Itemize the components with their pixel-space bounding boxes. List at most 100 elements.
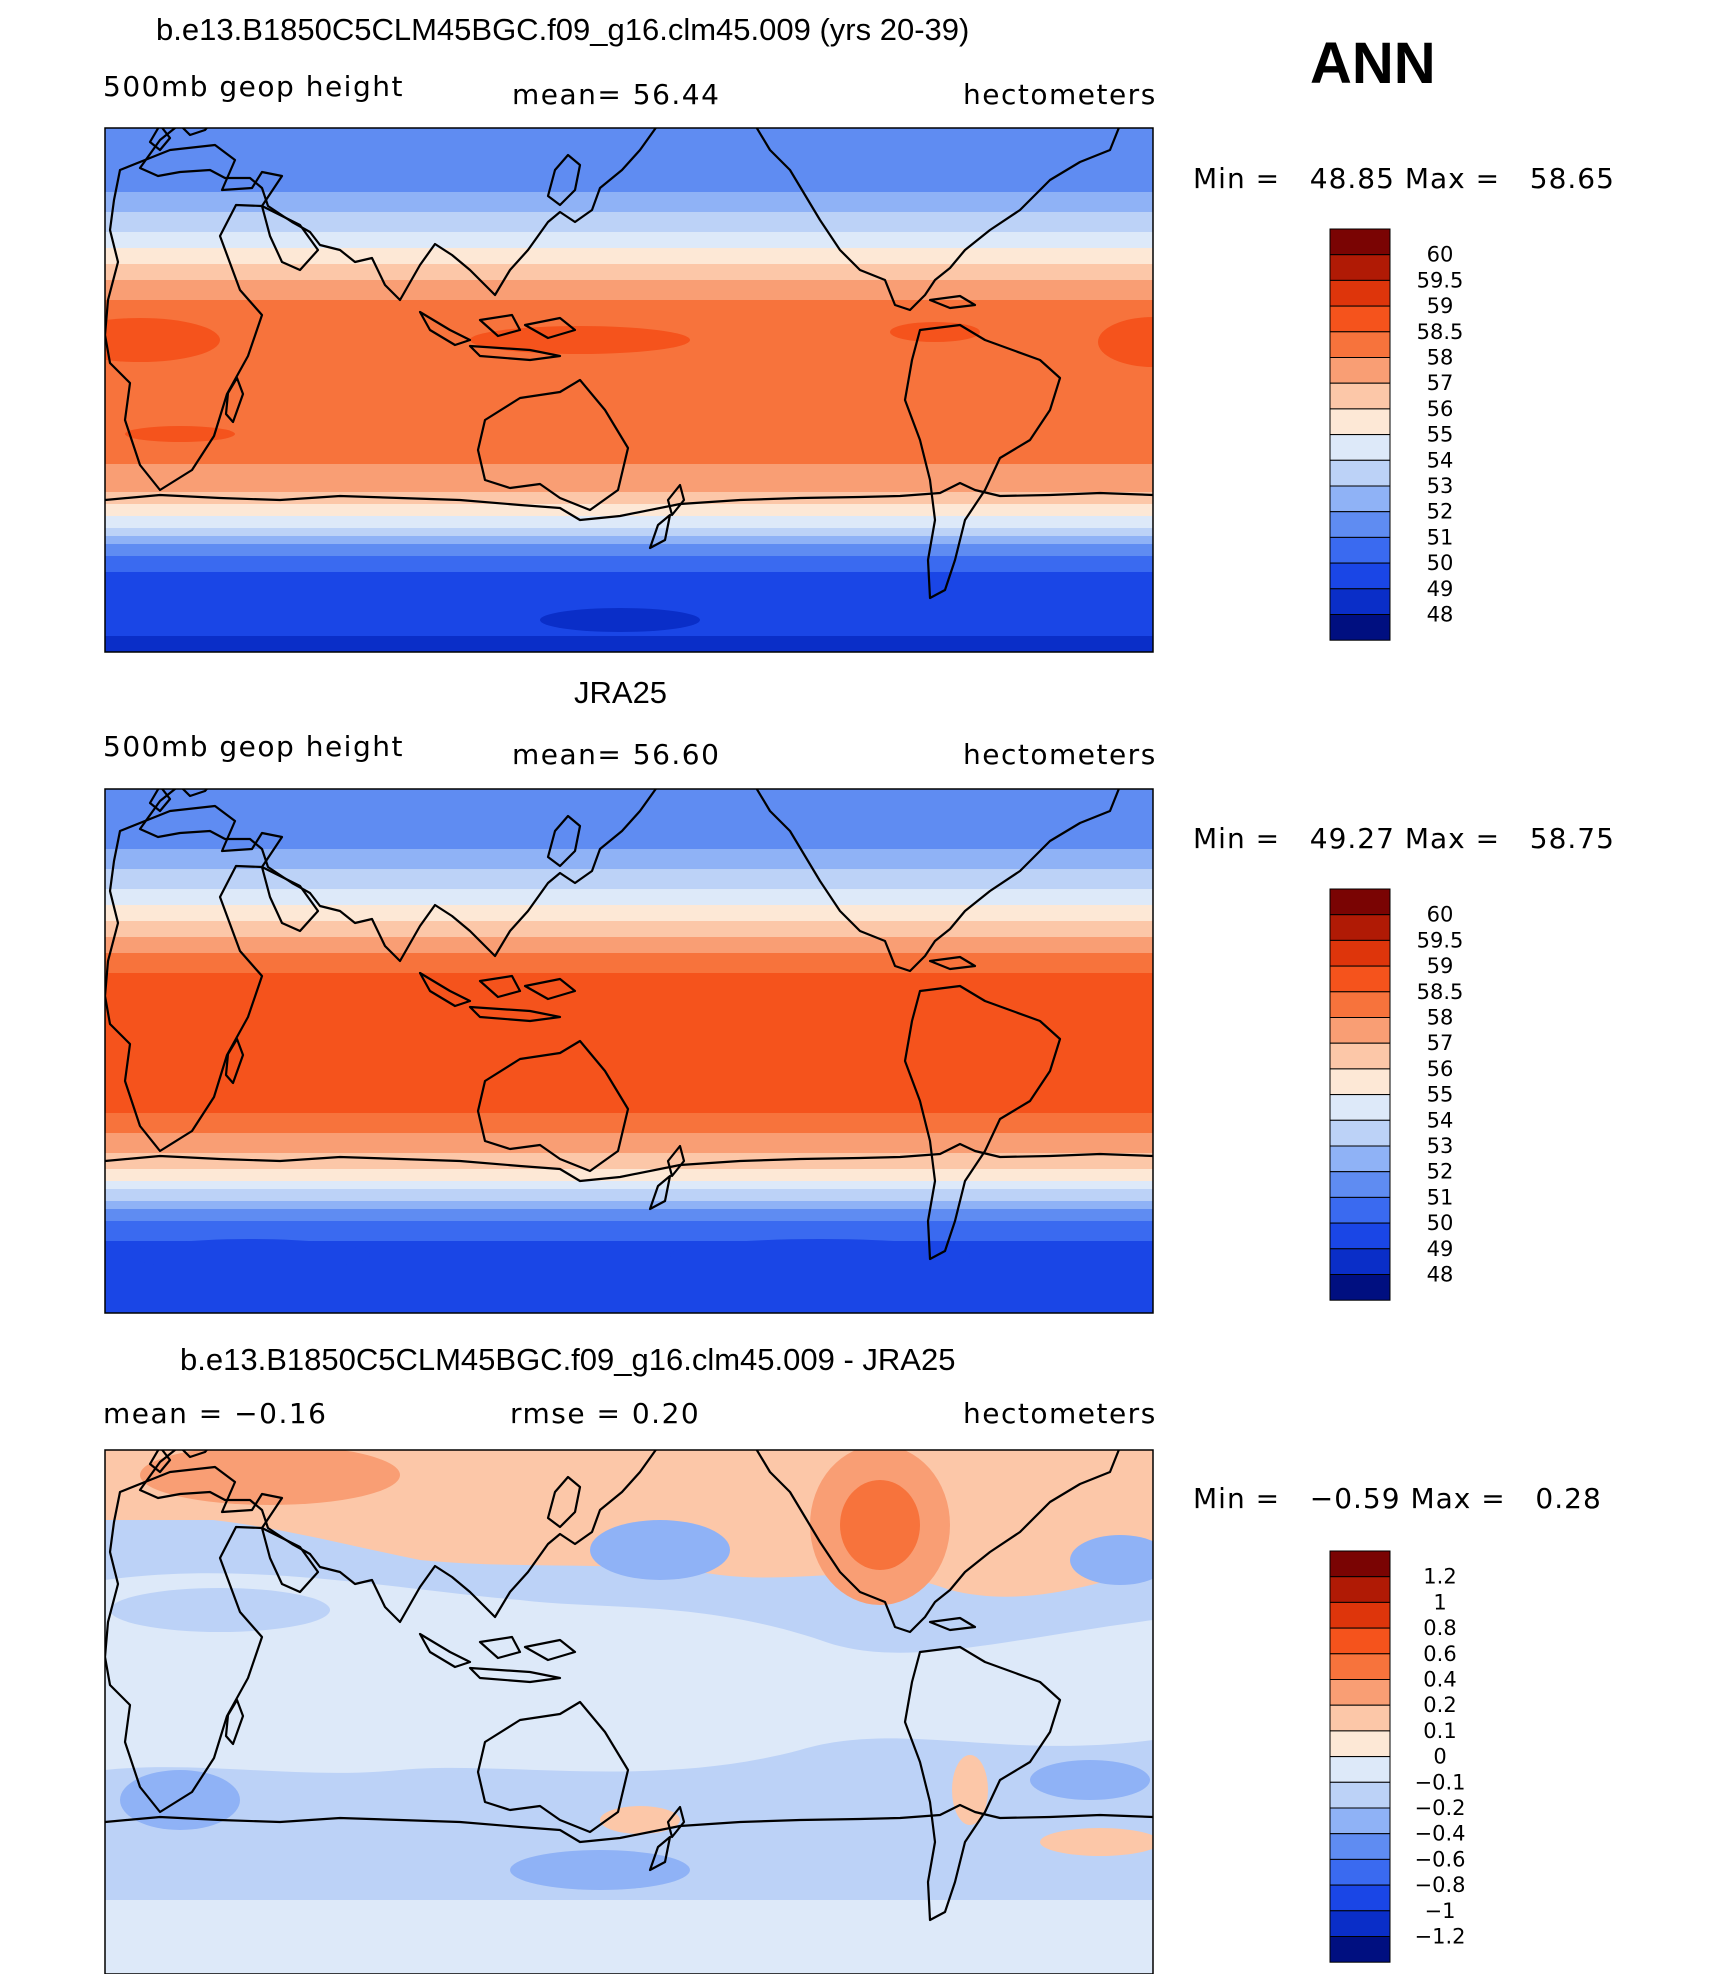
colorbar-swatch [1329,279,1391,307]
panel3-title: b.e13.B1850C5CLM45BGC.f09_g16.clm45.009 … [180,1342,956,1377]
colorbar-swatch [1329,1248,1391,1276]
contour-band [105,396,1153,402]
contour-band [105,1001,1153,1007]
contour-band [105,829,1153,835]
colorbar-swatch [1329,1910,1391,1938]
contour-band [105,1093,1153,1099]
contour-band [105,536,1153,542]
panel2-units: hectometers [963,738,1157,771]
contour-band [105,1169,1153,1175]
contour-band [105,1201,1153,1207]
contour-cell [540,608,700,632]
contour-band [105,256,1153,262]
contour-band [105,1217,1153,1223]
colorbar-tick-label: 60 [1427,243,1454,267]
contour-band [105,873,1153,879]
contour-band [105,1037,1153,1043]
contour-band [105,1205,1153,1211]
contour-band [105,244,1153,250]
colorbar-tick-label: 48 [1427,603,1454,627]
contour-band [105,1137,1153,1143]
contour-band [105,817,1153,823]
contour-band [105,176,1153,182]
contour-band [105,941,1153,947]
panel2-variable: 500mb geop height [103,730,404,763]
min-value: 48.85 [1309,162,1395,195]
contour-band [105,284,1153,290]
colorbar-tick-label: 59 [1427,954,1454,978]
min-label: Min = [1193,1482,1281,1515]
contour-band [105,957,1153,963]
contour-band [105,1161,1153,1167]
contour-band [105,192,1153,198]
contour-band [105,981,1153,987]
contour-band [105,1197,1153,1203]
contour-band [105,809,1153,815]
contour-band [105,376,1153,382]
contour-band [105,220,1153,226]
contour-cell [670,1239,970,1271]
panel3-mean: mean = −0.16 [103,1397,328,1430]
contour-band [105,368,1153,374]
contour-band [105,1273,1153,1279]
contour-band [105,1157,1153,1163]
contour-band [105,212,1153,218]
colorbar-tick-label: 58 [1427,346,1454,370]
colorbar-tick-label: 59.5 [1417,268,1464,292]
contour-band [105,472,1153,478]
colorbar-swatch [1329,434,1391,461]
contour-cell [470,326,690,354]
contour-band [105,1125,1153,1131]
contour-band [105,805,1153,811]
colorbar-swatch [1329,485,1391,513]
contour-band [105,456,1153,462]
contour-band [105,1105,1153,1111]
contour-band [105,188,1153,194]
contour-band [105,913,1153,919]
contour-band [105,897,1153,903]
contour-band [105,973,1153,979]
contour-cell [110,1588,330,1632]
contour-band [105,789,1153,795]
contour-band [105,224,1153,230]
contour-band [105,1281,1153,1287]
contour-band [105,857,1153,863]
contour-cell [1040,1828,1153,1856]
colorbar-swatch [1329,1274,1391,1301]
contour-band [105,532,1153,538]
contour-band [105,560,1153,566]
contour-band [105,352,1153,358]
contour-band [105,324,1153,330]
contour-band [105,268,1153,274]
contour-band [105,937,1153,943]
contour-band [105,989,1153,995]
contour-band [105,1265,1153,1271]
colorbar-tick-label: 1 [1433,1590,1446,1614]
contour-band [105,1049,1153,1055]
contour-cell [840,1480,920,1570]
min-label: Min = [1193,162,1281,195]
contour-band [105,520,1153,526]
colorbar-swatch [1329,357,1391,384]
contour-band [105,841,1153,847]
contour-band [105,1005,1153,1011]
contour-band [105,1117,1153,1123]
contour-band [105,1177,1153,1183]
colorbar-swatch [1329,228,1391,256]
colorbar-swatch [1329,1730,1391,1758]
map-panel-3 [105,1450,1153,1974]
contour-band [105,204,1153,210]
contour-band [105,1193,1153,1199]
contour-band [105,576,1153,582]
colorbar-swatch [1329,965,1391,993]
contour-band [105,849,1153,855]
colorbar-swatch [1329,1576,1391,1603]
contour-band [105,1061,1153,1067]
contour-band [105,1145,1153,1151]
panel1-variable: 500mb geop height [103,70,404,103]
colorbar-tick-label: 0.8 [1423,1616,1456,1640]
contour-band [105,524,1153,530]
contour-band [105,877,1153,883]
panel1-units: hectometers [963,78,1157,111]
